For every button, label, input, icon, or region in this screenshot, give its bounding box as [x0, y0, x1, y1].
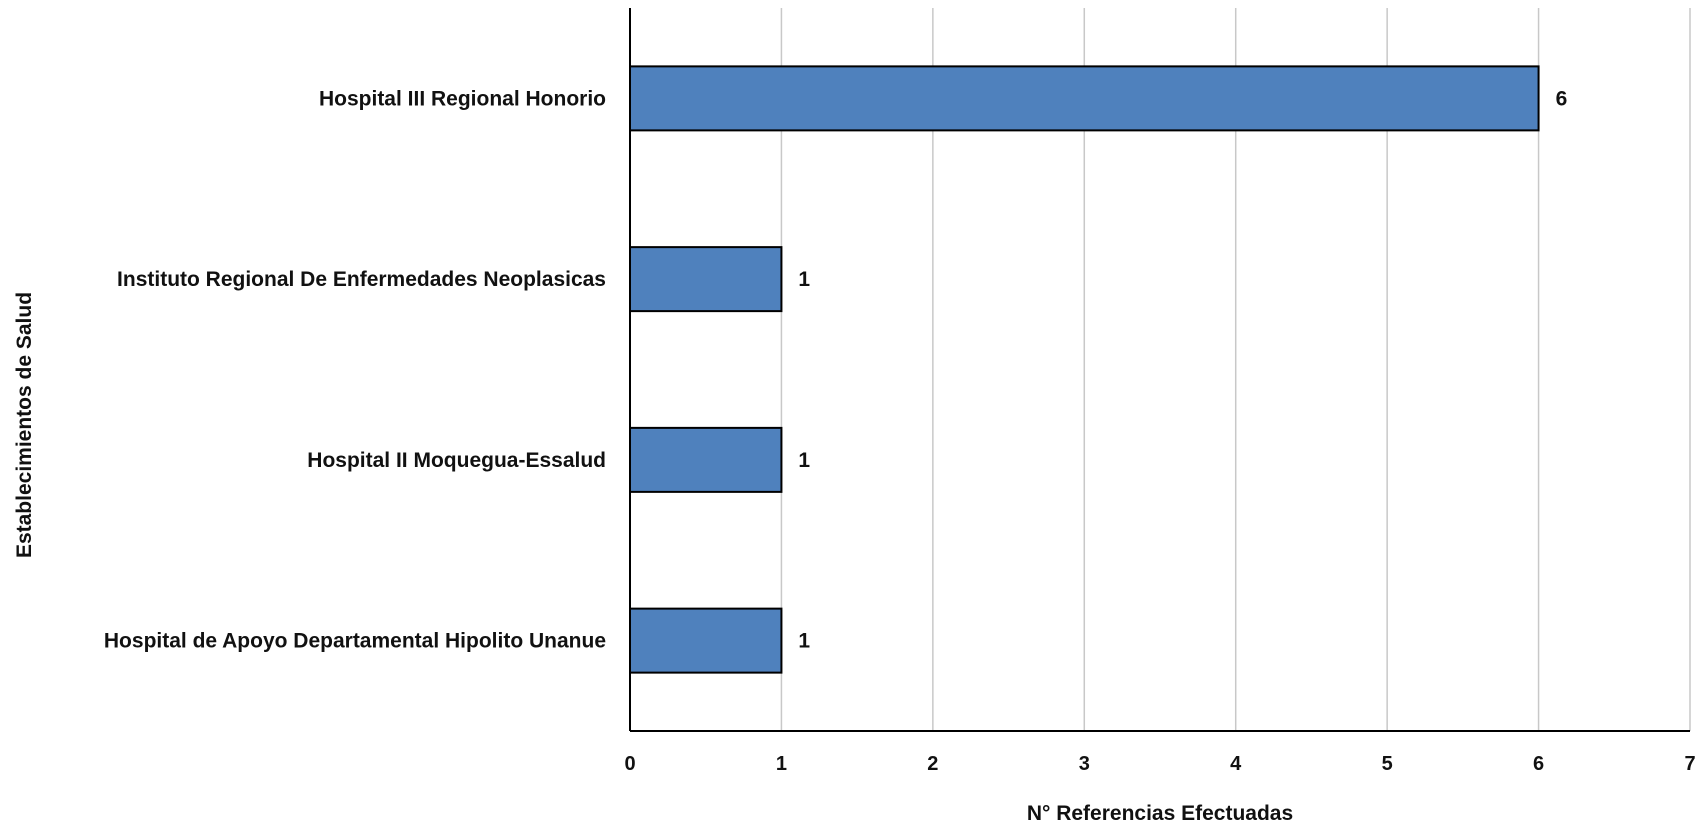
bar	[629, 246, 783, 313]
bars	[629, 65, 1540, 674]
y-category-label: Hospital III Regional Honorio	[319, 87, 606, 110]
x-tick-label: 6	[1533, 753, 1544, 775]
x-tick-label: 7	[1684, 753, 1695, 775]
y-axis-title: Establecimientos de Salud	[13, 292, 36, 558]
data-label: 1	[798, 630, 810, 653]
axes	[629, 8, 1690, 732]
data-label: 6	[1556, 87, 1568, 110]
data-label: 1	[798, 268, 810, 291]
data-label: 1	[798, 449, 810, 472]
bar	[629, 65, 1540, 132]
bar	[629, 426, 783, 493]
x-tick-label: 3	[1079, 753, 1090, 775]
x-tick-label: 5	[1382, 753, 1393, 775]
x-tick-label: 0	[624, 753, 635, 775]
x-tick-label: 4	[1230, 753, 1242, 775]
y-category-label: Hospital de Apoyo Departamental Hipolito…	[104, 630, 606, 653]
bar	[629, 607, 783, 674]
x-tick-label: 1	[776, 753, 787, 775]
y-category-label: Hospital II Moquegua-Essalud	[307, 449, 606, 472]
labels: 0 1 2 3 4 5 6 7 Hospital III Regional Honorio 6 In…	[104, 87, 1696, 775]
y-category-label: Instituto Regional De Enfermedades Neopl…	[117, 268, 606, 291]
x-tick-label: 2	[927, 753, 938, 775]
x-axis-title: N° Referencias Efectuadas	[1027, 802, 1293, 825]
